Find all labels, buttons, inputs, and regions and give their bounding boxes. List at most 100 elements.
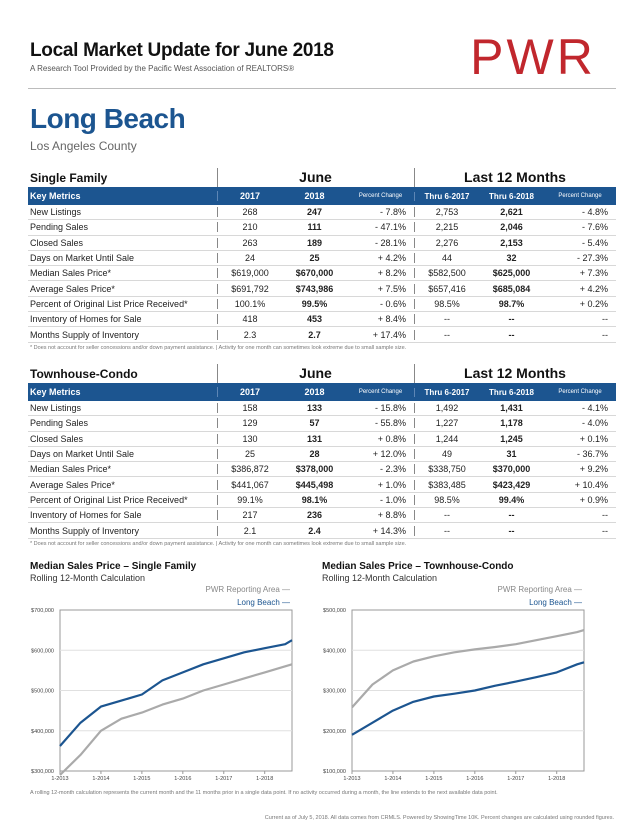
table-row: Percent of Original List Price Received*… — [28, 493, 616, 509]
metric-value: + 0.1% — [579, 433, 608, 444]
metric-value: -- — [414, 329, 479, 340]
metric-value: 263 — [217, 237, 282, 248]
metric-value: - 7.8% — [379, 207, 406, 218]
x-tick-label: 1-2015 — [133, 776, 150, 782]
table-header-row: Key Metrics 2017 2018 Percent Change Thru 6-… — [28, 187, 616, 205]
metric-value: 2.7 — [308, 329, 321, 340]
metric-value: 2.1 — [217, 525, 282, 536]
y-tick-label: $400,000 — [323, 648, 346, 654]
group-june: June — [299, 365, 332, 381]
metric-value: 1,245 — [500, 433, 523, 444]
metric-value: 2,153 — [500, 237, 523, 248]
metric-value: 236 — [306, 510, 323, 521]
legend-entry: PWR Reporting Area — — [497, 585, 582, 594]
metric-value: 99.4% — [498, 494, 525, 505]
chart-title: Median Sales Price – Single Family — [30, 561, 197, 572]
y-tick-label: $100,000 — [323, 769, 346, 775]
metric-value: $370,000 — [492, 464, 531, 475]
metric-label: Percent of Original List Price Received* — [30, 298, 188, 309]
metric-label: Median Sales Price* — [30, 464, 112, 475]
column-header: Thru 6-2018 — [489, 191, 534, 201]
metric-value: $582,500 — [414, 268, 479, 279]
metric-value: 2,046 — [500, 222, 523, 233]
metric-label: Closed Sales — [30, 237, 84, 248]
metric-value: $423,429 — [492, 479, 531, 490]
report-title: Local Market Update for June 2018 — [30, 40, 334, 61]
group-last-12-months: Last 12 Months — [464, 365, 566, 381]
chart-plot: $700,000 $600,000 $500,000 $400,000 $300,000… — [31, 608, 293, 782]
chart-subtitle: Rolling 12-Month Calculation — [322, 573, 438, 583]
table-row: Months Supply of Inventory 2.1 2.4 + 14.3% -… — [28, 523, 616, 539]
column-header: Percent Change — [558, 389, 602, 395]
metric-label: Days on Market Until Sale — [30, 253, 135, 264]
metric-label: Average Sales Price* — [30, 283, 115, 294]
metric-value: - 4.0% — [581, 418, 608, 429]
metric-value: 453 — [306, 314, 323, 325]
table-category: Townhouse-Condo — [30, 367, 138, 381]
metric-value: 2.3 — [217, 329, 282, 340]
city-name: Long Beach — [30, 103, 186, 134]
table-row: Closed Sales 130 131 + 0.8% 1,244 1,245 + 0.1% — [28, 432, 616, 447]
metric-label: Median Sales Price* — [30, 268, 112, 279]
metric-value: 133 — [306, 403, 323, 414]
column-header: Key Metrics — [30, 387, 81, 397]
metric-label: Inventory of Homes for Sale — [30, 510, 142, 521]
metric-value: 111 — [307, 222, 322, 233]
report-subtitle: A Research Tool Provided by the Pacific … — [30, 64, 295, 73]
metric-value: 217 — [217, 510, 282, 521]
metric-value: 158 — [217, 403, 282, 414]
metric-value: 28 — [309, 449, 320, 460]
metric-value: -- — [602, 525, 608, 536]
metric-value: - 47.1% — [374, 222, 406, 233]
metric-value: - 27.3% — [576, 253, 608, 264]
legend-entry: PWR Reporting Area — — [205, 585, 290, 594]
metric-value: $743,986 — [295, 283, 334, 294]
x-tick-label: 1-2013 — [343, 776, 360, 782]
y-tick-label: $200,000 — [323, 729, 346, 735]
metric-label: New Listings — [30, 403, 82, 414]
table-row: Months Supply of Inventory 2.3 2.7 + 17.4% -… — [28, 327, 616, 343]
metric-value: + 17.4% — [372, 329, 406, 340]
metric-value: $383,485 — [414, 479, 479, 490]
metric-value: 1,178 — [500, 418, 523, 429]
group-divider — [414, 364, 415, 383]
table-row: Median Sales Price* $619,000 $670,000 + 8.2… — [28, 266, 616, 282]
table-category: Single Family — [30, 171, 108, 185]
group-divider — [217, 364, 218, 383]
metric-value: $445,498 — [295, 479, 334, 490]
column-header: Thru 6-2017 — [414, 387, 479, 397]
column-header: 2018 — [304, 191, 325, 201]
metric-value: $625,000 — [492, 268, 531, 279]
metric-value: 25 — [217, 449, 282, 460]
county-name: Los Angeles County — [30, 139, 137, 153]
legend-entry: Long Beach — — [237, 598, 290, 607]
metric-value: + 9.2% — [579, 464, 608, 475]
metric-value: $657,416 — [414, 283, 479, 294]
table-footnote: * Does not account for seller concession… — [30, 344, 407, 351]
metric-value: -- — [602, 329, 608, 340]
metric-value: 2,215 — [414, 222, 479, 233]
y-tick-label: $500,000 — [31, 689, 54, 695]
group-june: June — [299, 169, 332, 185]
metric-value: + 1.0% — [377, 479, 406, 490]
metric-value: $685,084 — [492, 283, 531, 294]
series-line-long-beach — [351, 661, 585, 736]
metric-value: 1,227 — [414, 418, 479, 429]
metric-value: 49 — [414, 449, 479, 460]
metric-label: Pending Sales — [30, 418, 89, 429]
metric-value: 31 — [506, 449, 517, 460]
y-tick-label: $300,000 — [31, 769, 54, 775]
metric-value: -- — [602, 510, 608, 521]
metric-value: -- — [508, 314, 515, 325]
metric-label: Inventory of Homes for Sale — [30, 314, 142, 325]
table-row: Inventory of Homes for Sale 217 236 + 8.8% -… — [28, 508, 616, 524]
metric-value: -- — [508, 525, 515, 536]
x-tick-label: 1-2016 — [174, 776, 191, 782]
metric-value: 210 — [217, 222, 282, 233]
metric-value: - 5.4% — [581, 237, 608, 248]
metric-value: - 28.1% — [374, 237, 406, 248]
metric-value: - 1.0% — [379, 494, 406, 505]
metric-value: $386,872 — [217, 464, 282, 475]
metric-value: 98.1% — [301, 494, 328, 505]
table-header-row: Key Metrics 2017 2018 Percent Change Thru 6-… — [28, 383, 616, 401]
